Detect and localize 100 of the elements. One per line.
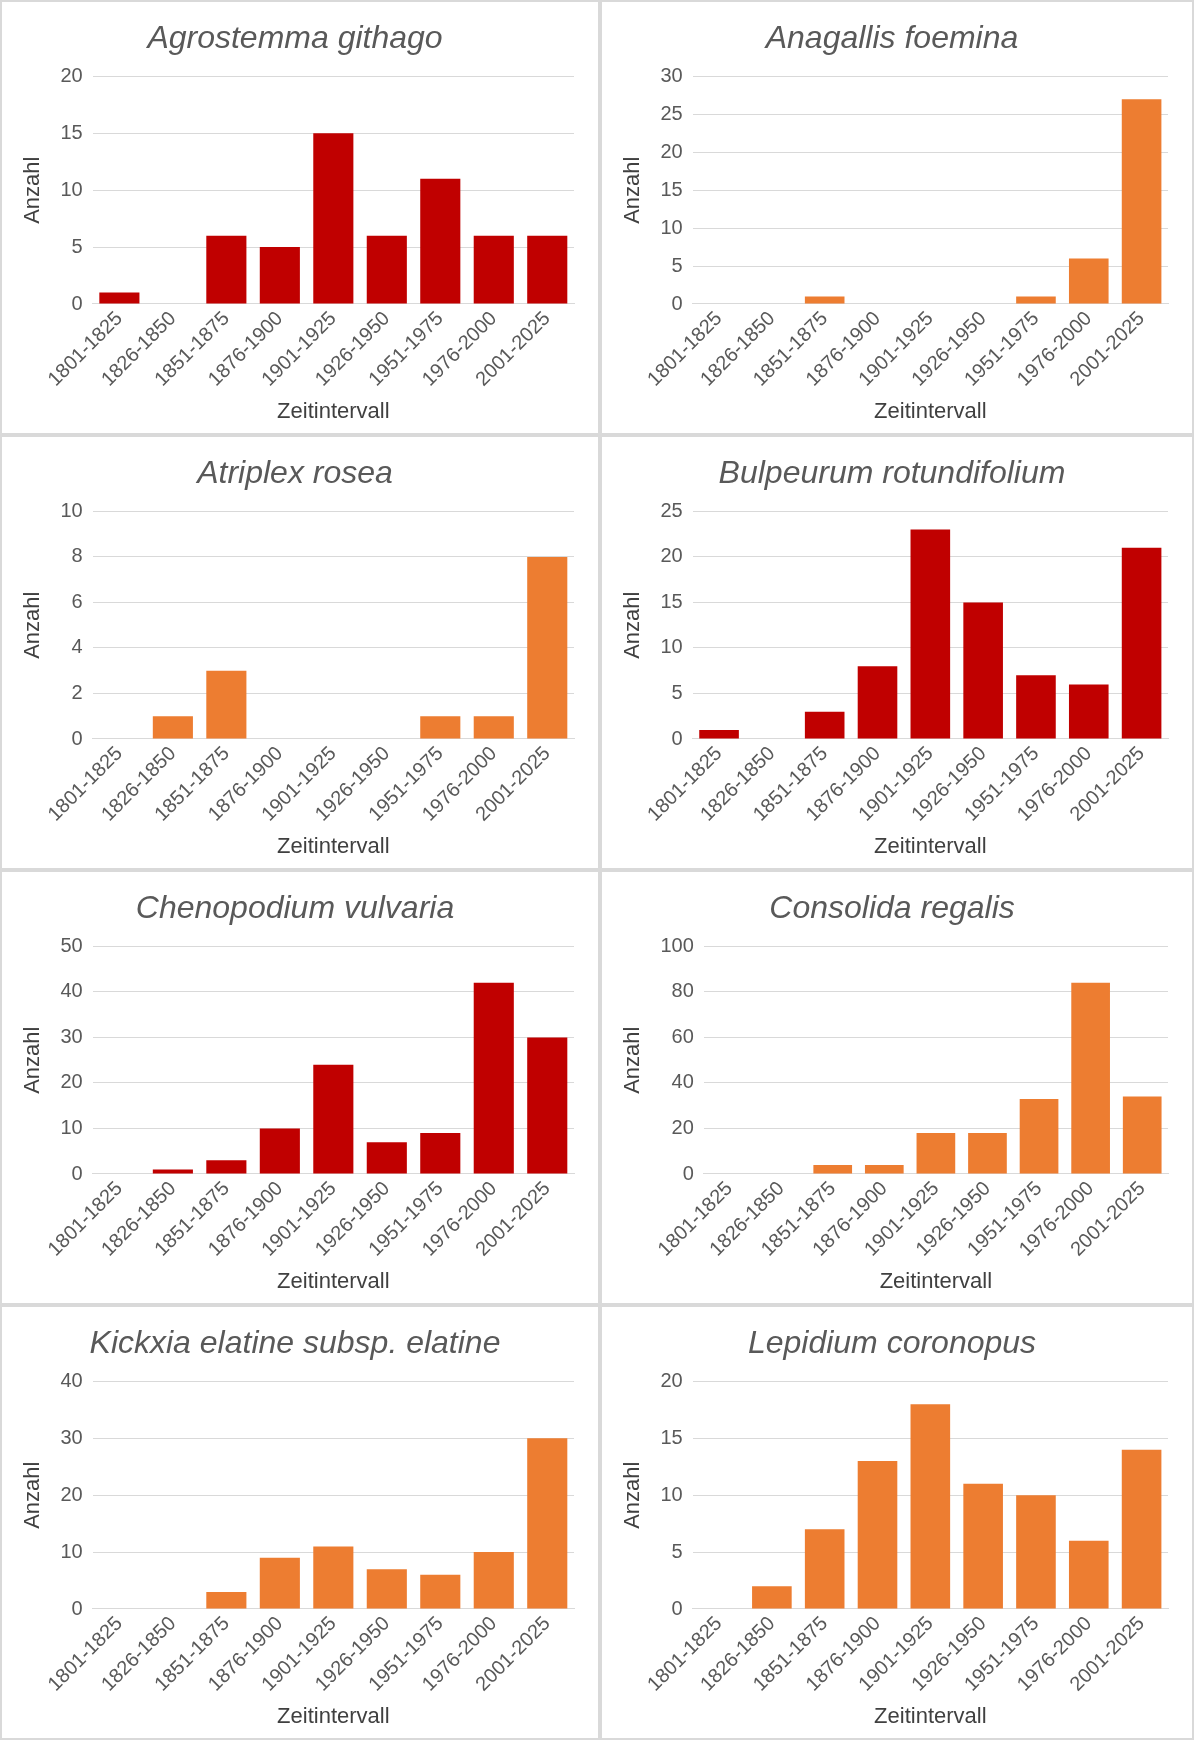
- bar: [804, 296, 845, 304]
- y-tick-label: 40: [60, 1368, 83, 1391]
- y-tick-label: 2: [71, 680, 83, 703]
- bar: [473, 982, 514, 1174]
- y-tick-label: 20: [671, 1115, 694, 1138]
- bar: [910, 1404, 951, 1609]
- y-tick-label: 20: [60, 63, 83, 86]
- bar: [968, 1133, 1007, 1174]
- bar: [206, 670, 247, 739]
- bar: [1068, 258, 1109, 304]
- y-tick-label: 15: [660, 177, 683, 200]
- bar: [699, 729, 739, 739]
- chart-title: Kickxia elatine subsp. elatine: [89, 1324, 501, 1361]
- x-axis-title: Zeitintervall: [277, 832, 390, 858]
- bar: [206, 1160, 247, 1174]
- bar: [366, 235, 407, 304]
- y-tick-label: 40: [671, 1070, 694, 1093]
- y-tick-label: 0: [671, 1596, 683, 1619]
- bar: [420, 1133, 461, 1174]
- y-tick-label: 15: [660, 1425, 683, 1448]
- bar: [420, 178, 461, 304]
- bar: [804, 711, 845, 739]
- bar: [857, 666, 898, 739]
- y-axis-title: Anzahl: [619, 1026, 645, 1094]
- y-tick-label: 30: [660, 63, 683, 86]
- y-tick-label: 8: [71, 544, 83, 567]
- y-axis-title: Anzahl: [619, 1461, 645, 1529]
- bar: [1068, 684, 1109, 739]
- bar: [1122, 1096, 1162, 1174]
- y-tick-label: 80: [671, 979, 694, 1002]
- y-tick-label: 0: [671, 726, 683, 749]
- bar: [857, 1461, 898, 1609]
- y-tick-label: 20: [60, 1482, 83, 1505]
- chart-title: Anagallis foemina: [763, 19, 1019, 56]
- y-tick-label: 30: [60, 1024, 83, 1047]
- bar: [527, 556, 568, 739]
- bar: [259, 247, 300, 304]
- y-tick-label: 4: [71, 635, 83, 658]
- y-tick-label: 0: [671, 291, 683, 314]
- y-tick-label: 0: [71, 1596, 83, 1619]
- y-tick-label: 10: [60, 177, 83, 200]
- y-tick-label: 0: [71, 291, 83, 314]
- y-tick-label: 50: [60, 933, 83, 956]
- bar: [259, 1557, 300, 1609]
- y-axis-title: Anzahl: [19, 156, 45, 224]
- bar: [313, 133, 354, 304]
- bar: [1019, 1098, 1059, 1174]
- y-tick-label: 6: [71, 589, 83, 612]
- y-tick-label: 25: [660, 101, 683, 124]
- y-tick-label: 5: [671, 680, 683, 703]
- y-tick-label: 25: [660, 498, 683, 521]
- bar: [963, 1483, 1003, 1609]
- x-axis-title: Zeitintervall: [277, 1267, 390, 1293]
- bar: [1016, 1495, 1056, 1609]
- y-tick-label: 60: [671, 1024, 694, 1047]
- bar: [527, 235, 568, 304]
- x-axis-title: Zeitintervall: [879, 1267, 993, 1293]
- bar: [206, 1591, 247, 1609]
- bar: [752, 1586, 792, 1609]
- y-axis-title: Anzahl: [19, 1461, 45, 1529]
- y-tick-label: 20: [660, 1368, 683, 1391]
- bar: [1121, 99, 1162, 304]
- chart-title: Consolida regalis: [769, 889, 1015, 926]
- x-axis-title: Zeitintervall: [277, 397, 390, 423]
- y-axis-title: Anzahl: [19, 1026, 45, 1094]
- bar: [152, 1169, 193, 1174]
- chart-title: Agrostemma githago: [145, 19, 443, 56]
- bar: [963, 602, 1003, 739]
- bar: [1121, 547, 1162, 739]
- y-tick-label: 40: [60, 979, 83, 1002]
- bar: [527, 1438, 568, 1609]
- chart-title: Atriplex rosea: [195, 454, 393, 491]
- bar: [1016, 296, 1056, 304]
- x-axis-title: Zeitintervall: [277, 1702, 390, 1728]
- x-axis-title: Zeitintervall: [874, 397, 987, 423]
- y-tick-label: 0: [682, 1161, 694, 1184]
- x-axis-title: Zeitintervall: [874, 832, 987, 858]
- y-tick-label: 100: [660, 933, 694, 956]
- y-tick-label: 0: [71, 726, 83, 749]
- bar: [804, 1529, 845, 1609]
- y-tick-label: 0: [71, 1161, 83, 1184]
- bar: [366, 1569, 407, 1609]
- chart-title: Bulpeurum rotundifolium: [718, 454, 1066, 491]
- x-axis-title: Zeitintervall: [874, 1702, 987, 1728]
- bar: [813, 1164, 853, 1174]
- bar: [259, 1128, 300, 1174]
- y-tick-label: 15: [60, 120, 83, 143]
- bar: [473, 716, 514, 739]
- y-tick-label: 20: [660, 544, 683, 567]
- y-tick-label: 20: [660, 139, 683, 162]
- y-tick-label: 5: [671, 253, 683, 276]
- y-tick-label: 10: [60, 1115, 83, 1138]
- bar: [420, 716, 461, 739]
- bar: [910, 529, 951, 739]
- bar: [527, 1037, 568, 1174]
- bar: [152, 716, 193, 739]
- y-tick-label: 10: [660, 635, 683, 658]
- bar: [206, 235, 247, 304]
- bar: [864, 1164, 904, 1174]
- bar: [1016, 675, 1056, 739]
